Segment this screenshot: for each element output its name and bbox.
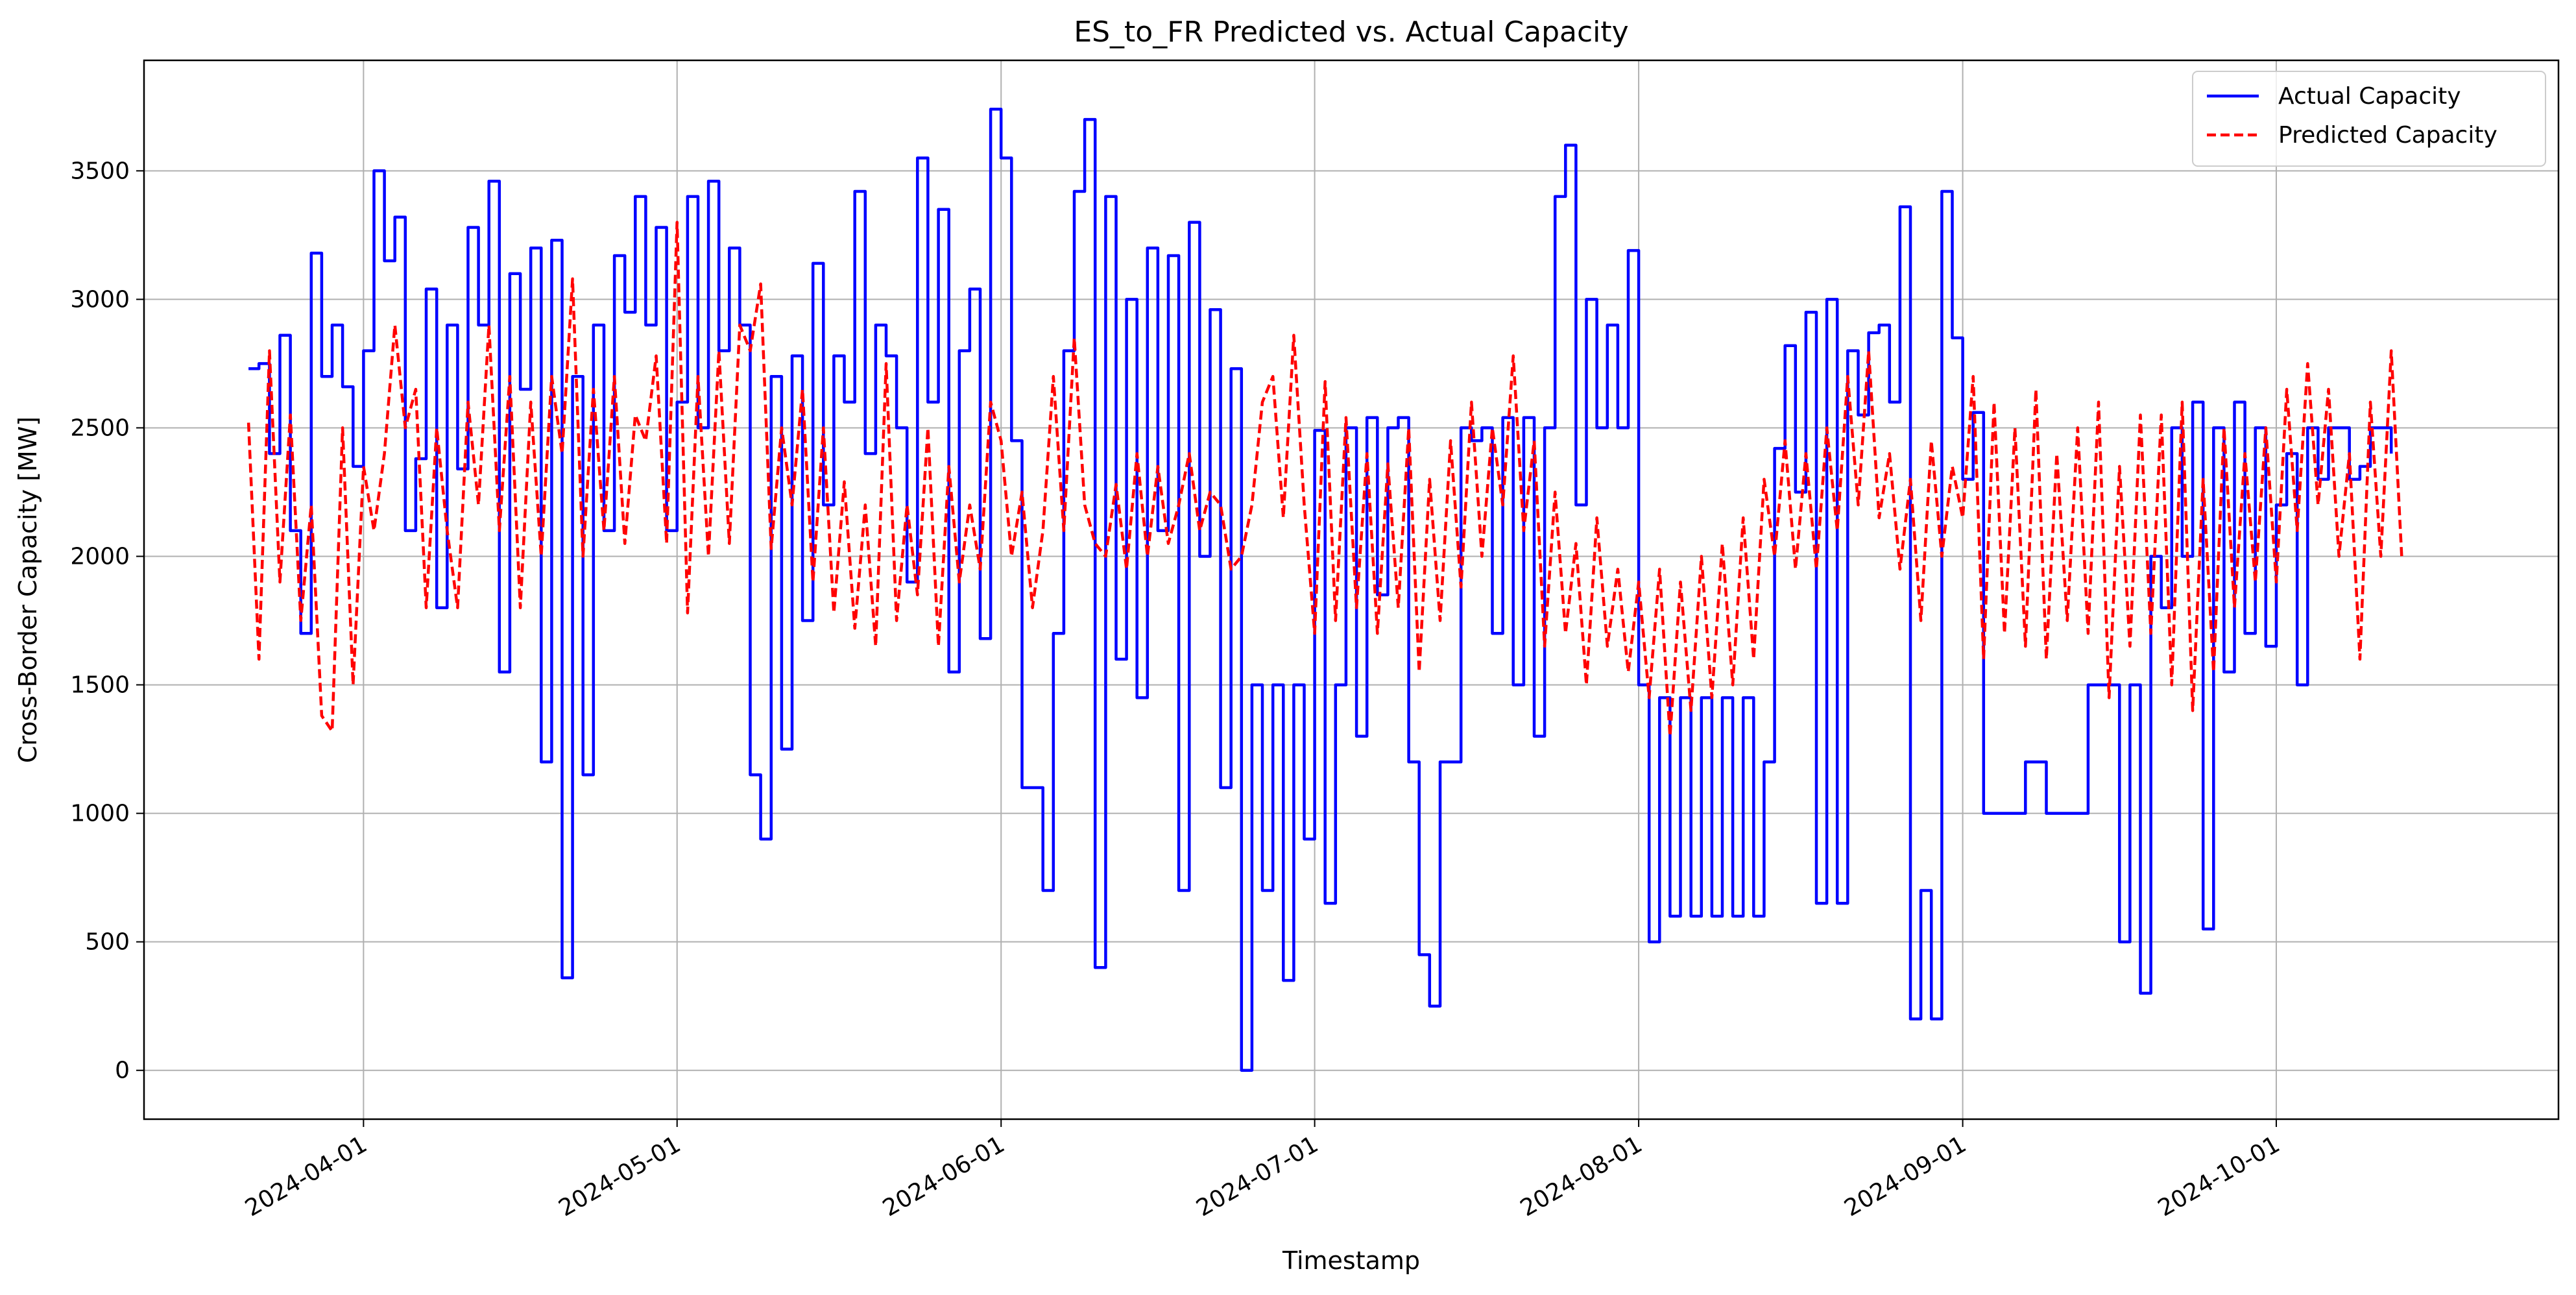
y-tick-label: 0 [115,1058,130,1084]
actual-capacity-line [248,108,2393,1072]
y-tick-label: 2500 [70,415,130,441]
y-tick-label: 1000 [70,801,130,827]
y-tick-label: 1500 [70,672,130,699]
legend-actual-label: Actual Capacity [2278,83,2461,110]
legend: Actual Capacity Predicted Capacity [2192,71,2546,167]
x-axis-label: Timestamp [1282,1246,1420,1275]
y-axis-label: Cross-Border Capacity [MW] [14,417,42,763]
predicted-capacity-line [247,221,2403,738]
plot-frame [143,59,2560,1120]
chart-title: ES_to_FR Predicted vs. Actual Capacity [1074,16,1628,49]
y-tick-label: 500 [85,929,130,956]
plot-area [144,60,2558,1119]
legend-box [2192,71,2546,167]
y-tick-label: 2000 [70,544,130,570]
y-tick-label: 3000 [70,286,130,313]
legend-predicted-label: Predicted Capacity [2278,122,2498,149]
y-tick-label: 3500 [70,158,130,184]
series-layer [247,108,2403,1072]
